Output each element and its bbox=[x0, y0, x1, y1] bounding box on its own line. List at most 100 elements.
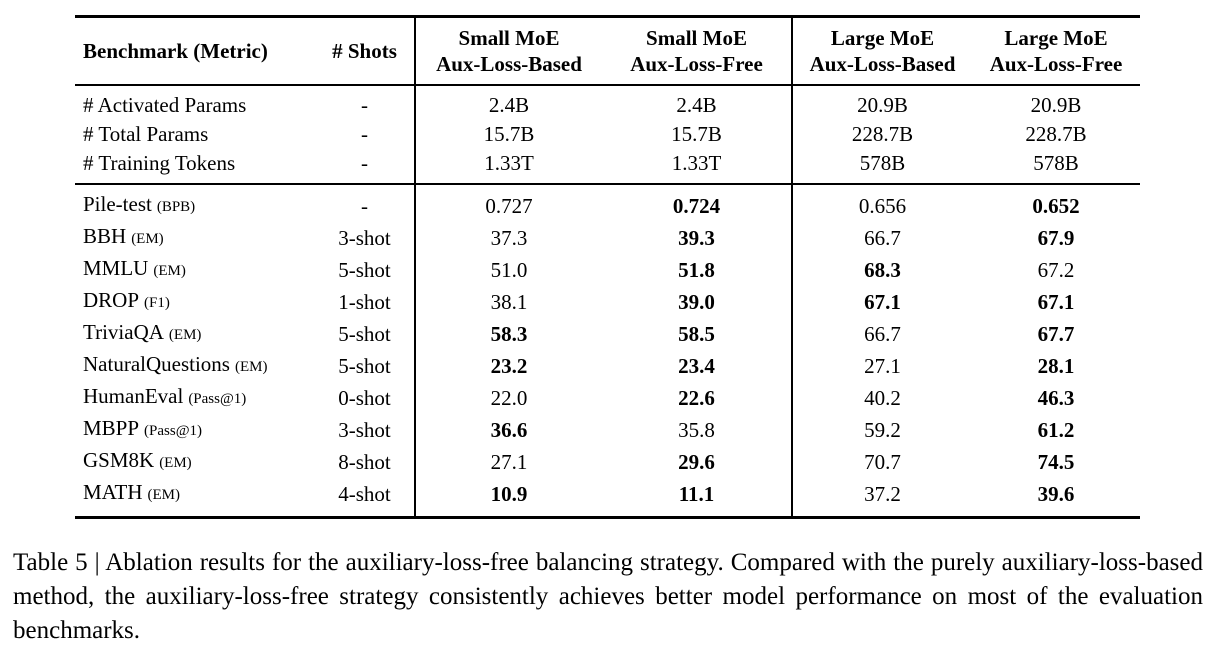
value-cell-large-moe-aux-loss-free: 61.2 bbox=[1037, 417, 1075, 442]
shots-cell: 0-shot bbox=[315, 382, 416, 414]
strategy-label: Aux-Loss-Free bbox=[630, 52, 763, 76]
value-cell-small-moe-aux-loss-based: 37.3 bbox=[490, 225, 528, 250]
benchmark-name: HumanEval bbox=[83, 384, 184, 408]
shots-cell: 4-shot bbox=[315, 478, 416, 518]
shots-cell: 1-shot bbox=[315, 286, 416, 318]
benchmark-name-cell: NaturalQuestions (EM) bbox=[75, 350, 315, 382]
value-cell-large-moe-aux-loss-free: 578B bbox=[972, 149, 1140, 185]
model-config-section: # Activated Params - 2.4B 2.4B 20.9B 20.… bbox=[75, 85, 1140, 185]
value-cell-large-moe-aux-loss-free: 46.3 bbox=[1037, 385, 1075, 410]
shots-cell: 3-shot bbox=[315, 222, 416, 254]
value-cell-large-moe-aux-loss-based: 37.2 bbox=[864, 481, 901, 506]
value-cell-small-moe-aux-loss-based: 51.0 bbox=[490, 257, 528, 282]
value-cell-small-moe-aux-loss-based: 10.9 bbox=[490, 481, 528, 506]
shots-cell: - bbox=[315, 85, 416, 120]
table-row: Pile-test (BPB) - 0.727 0.724 0.656 0.652 bbox=[75, 184, 1140, 222]
header-benchmark-metric: Benchmark (Metric) bbox=[75, 16, 315, 86]
value-cell-large-moe-aux-loss-free: 228.7B bbox=[1025, 122, 1087, 146]
value-cell-large-moe-aux-loss-free: 0.652 bbox=[1032, 193, 1080, 218]
value-cell-small-moe-aux-loss-based: 38.1 bbox=[490, 289, 528, 314]
table-row: # Training Tokens - 1.33T 1.33T 578B 578… bbox=[75, 149, 1140, 185]
value-cell-small-moe-aux-loss-based: 58.3 bbox=[490, 321, 528, 346]
value-cell-large-moe-aux-loss-based: 20.9B bbox=[857, 93, 908, 117]
shots-cell: - bbox=[315, 184, 416, 222]
value-cell-large-moe-aux-loss-free: 74.5 bbox=[1037, 449, 1075, 474]
benchmark-name: MMLU bbox=[83, 256, 149, 280]
value-cell-large-moe-aux-loss-based: 68.3 bbox=[864, 257, 901, 282]
metric-label: (EM) bbox=[159, 455, 192, 471]
metric-label: (EM) bbox=[131, 231, 164, 247]
shots-cell: 5-shot bbox=[315, 318, 416, 350]
table-row: NaturalQuestions (EM) 5-shot 23.2 23.4 27… bbox=[75, 350, 1140, 382]
benchmark-name: DROP bbox=[83, 288, 140, 312]
benchmark-name-cell: Pile-test (BPB) bbox=[75, 184, 315, 222]
shots-cell: 5-shot bbox=[315, 350, 416, 382]
value-cell-small-moe-aux-loss-free: 0.724 bbox=[602, 184, 793, 222]
benchmark-name: Pile-test bbox=[83, 192, 152, 216]
table-row: MMLU (EM) 5-shot 51.0 51.8 68.3 67.2 bbox=[75, 254, 1140, 286]
table-caption: Table 5 | Ablation results for the auxil… bbox=[13, 549, 1203, 644]
benchmark-name: BBH bbox=[83, 224, 127, 248]
value-cell-small-moe-aux-loss-free: 39.3 bbox=[602, 222, 793, 254]
value-cell-large-moe-aux-loss-based: 66.7 bbox=[864, 225, 901, 250]
table-row: MBPP (Pass@1) 3-shot 36.6 35.8 59.2 61.2 bbox=[75, 414, 1140, 446]
strategy-label: Aux-Loss-Free bbox=[989, 52, 1123, 76]
value-cell-small-moe-aux-loss-free: 15.7B bbox=[602, 120, 793, 149]
benchmark-name: # Total Params bbox=[83, 122, 209, 146]
benchmark-name: MBPP bbox=[83, 416, 140, 440]
value-cell-large-moe-aux-loss-based: 40.2 bbox=[864, 385, 901, 410]
value-cell-large-moe-aux-loss-based: 0.656 bbox=[858, 193, 907, 218]
value-cell-small-moe-aux-loss-free: 39.0 bbox=[602, 286, 793, 318]
value-cell-large-moe-aux-loss-free: 67.7 bbox=[1037, 321, 1075, 346]
benchmark-name: TriviaQA bbox=[83, 320, 164, 344]
value-cell-large-moe-aux-loss-based: 59.2 bbox=[864, 417, 901, 442]
value-cell-small-moe-aux-loss-based: 1.33T bbox=[415, 149, 602, 185]
value-cell-small-moe-aux-loss-based: 2.4B bbox=[488, 93, 530, 117]
value-cell-small-moe-aux-loss-based: 0.727 bbox=[485, 193, 533, 218]
value-cell-small-moe-aux-loss-free: 35.8 bbox=[602, 414, 793, 446]
benchmark-name-cell: DROP (F1) bbox=[75, 286, 315, 318]
benchmark-name-cell: # Training Tokens bbox=[75, 149, 315, 185]
benchmark-name-cell: # Total Params bbox=[75, 120, 315, 149]
benchmark-name: GSM8K bbox=[83, 448, 155, 472]
metric-label: (Pass@1) bbox=[188, 391, 247, 407]
value-cell-small-moe-aux-loss-based: 36.6 bbox=[490, 417, 528, 442]
value-cell-small-moe-aux-loss-based: 23.2 bbox=[490, 353, 528, 378]
metric-label: (EM) bbox=[147, 487, 181, 503]
table-row: # Activated Params - 2.4B 2.4B 20.9B 20.… bbox=[75, 85, 1140, 120]
value-cell-large-moe-aux-loss-based: 66.7 bbox=[864, 321, 901, 346]
shots-cell: 5-shot bbox=[315, 254, 416, 286]
value-cell-small-moe-aux-loss-based: 15.7B bbox=[483, 122, 535, 146]
table-row: DROP (F1) 1-shot 38.1 39.0 67.1 67.1 bbox=[75, 286, 1140, 318]
table-row: TriviaQA (EM) 5-shot 58.3 58.5 66.7 67.7 bbox=[75, 318, 1140, 350]
metric-label: (Pass@1) bbox=[144, 423, 203, 439]
value-cell-large-moe-aux-loss-based: 27.1 bbox=[864, 353, 901, 378]
benchmark-name-cell: MBPP (Pass@1) bbox=[75, 414, 315, 446]
benchmark-name-cell: MMLU (EM) bbox=[75, 254, 315, 286]
strategy-label: Aux-Loss-Based bbox=[436, 52, 582, 76]
table-row: GSM8K (EM) 8-shot 27.1 29.6 70.7 74.5 bbox=[75, 446, 1140, 478]
metric-label: (EM) bbox=[234, 359, 268, 375]
benchmark-name: # Activated Params bbox=[83, 93, 247, 117]
benchmark-name-cell: MATH (EM) bbox=[75, 478, 315, 518]
value-cell-small-moe-aux-loss-free: 1.33T bbox=[602, 149, 793, 185]
header-small-moe-aux-loss-free: Small MoE Aux-Loss-Free bbox=[602, 16, 793, 86]
value-cell-small-moe-aux-loss-free: 22.6 bbox=[602, 382, 793, 414]
table-row: BBH (EM) 3-shot 37.3 39.3 66.7 67.9 bbox=[75, 222, 1140, 254]
benchmark-name: MATH bbox=[83, 480, 143, 504]
model-size-label: Small MoE bbox=[646, 26, 747, 50]
benchmark-name: # Training Tokens bbox=[83, 151, 236, 175]
model-size-label: Small MoE bbox=[458, 26, 560, 50]
metric-label: (EM) bbox=[168, 327, 202, 343]
model-size-label: Large MoE bbox=[830, 26, 935, 50]
header-row: Benchmark (Metric) # Shots Small MoE Aux… bbox=[75, 16, 1140, 86]
value-cell-small-moe-aux-loss-free: 58.5 bbox=[602, 318, 793, 350]
value-cell-small-moe-aux-loss-based: 22.0 bbox=[490, 385, 528, 410]
value-cell-large-moe-aux-loss-based: 67.1 bbox=[864, 289, 901, 314]
value-cell-small-moe-aux-loss-free: 51.8 bbox=[602, 254, 793, 286]
header-large-moe-aux-loss-based: Large MoE Aux-Loss-Based bbox=[792, 16, 972, 86]
benchmark-name-cell: TriviaQA (EM) bbox=[75, 318, 315, 350]
benchmark-name-cell: HumanEval (Pass@1) bbox=[75, 382, 315, 414]
value-cell-large-moe-aux-loss-based: 70.7 bbox=[864, 449, 901, 474]
